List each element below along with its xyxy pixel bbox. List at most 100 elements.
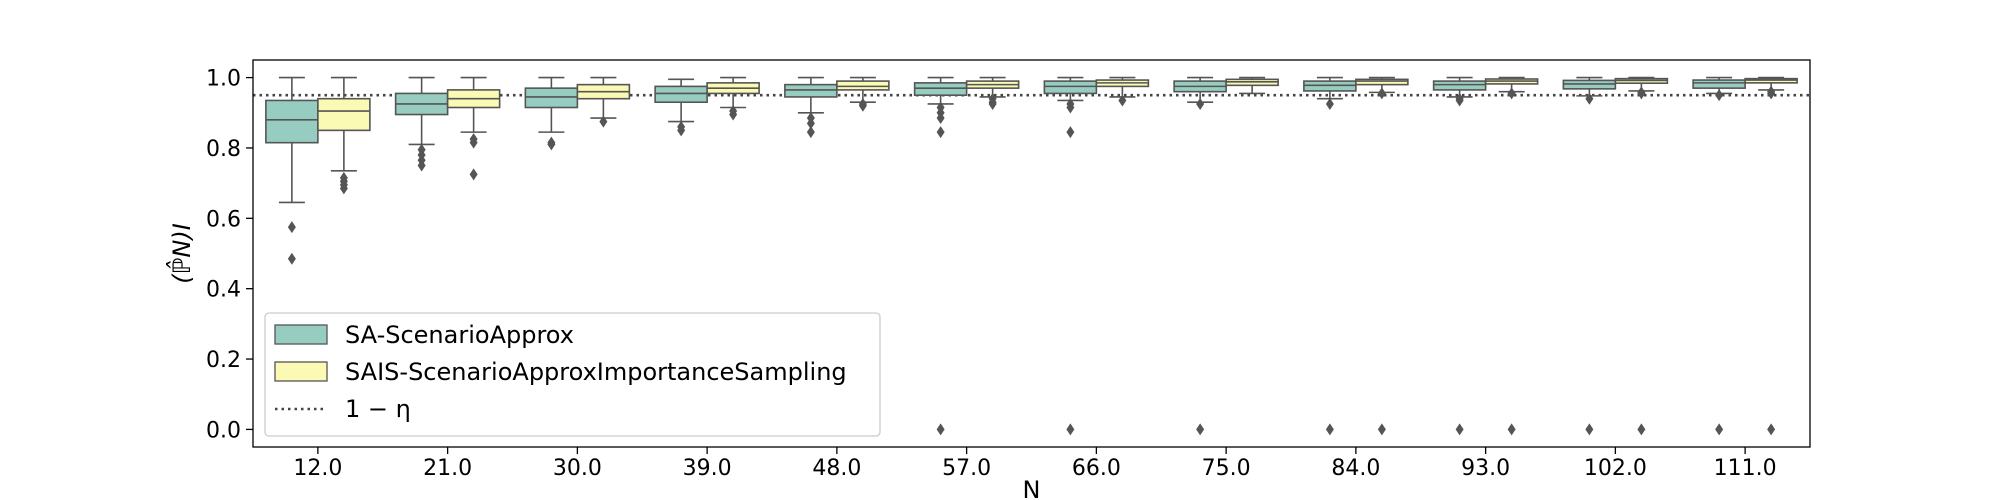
x-tick-label: 102.0 xyxy=(1584,456,1647,481)
x-tick-label: 93.0 xyxy=(1461,456,1510,481)
box-39.0 xyxy=(706,76,760,121)
box-21.0 xyxy=(446,76,501,181)
flier-point xyxy=(1377,423,1386,436)
flier-point xyxy=(1455,423,1464,436)
box-39.0 xyxy=(654,78,708,137)
flier-point xyxy=(339,182,348,195)
legend-box xyxy=(264,312,881,437)
x-tick-label: 111.0 xyxy=(1714,456,1777,481)
flier-point xyxy=(936,112,945,125)
box-111.0 xyxy=(1692,76,1746,436)
y-tick-label: 0.2 xyxy=(206,348,241,373)
box-111.0 xyxy=(1744,76,1798,436)
box-body xyxy=(1355,78,1409,86)
legend-item-sais: SAIS-ScenarioApproxImportanceSampling xyxy=(274,358,847,386)
flier-point xyxy=(599,115,608,128)
legend-item-reference: 1 − η xyxy=(275,395,411,423)
series-sais xyxy=(317,76,1798,436)
flier-point xyxy=(1767,423,1776,436)
x-tick-label: 12.0 xyxy=(293,456,342,481)
box-57.0 xyxy=(965,76,1020,110)
flier-point xyxy=(936,423,945,436)
box-102.0 xyxy=(1562,76,1617,436)
flier-point xyxy=(469,136,478,149)
box-12.0 xyxy=(265,76,319,265)
legend-swatch xyxy=(274,324,328,345)
box-102.0 xyxy=(1614,76,1669,436)
flier-point xyxy=(469,168,478,181)
box-21.0 xyxy=(394,76,449,172)
x-tick-label: 48.0 xyxy=(812,456,861,481)
flier-point xyxy=(729,108,738,121)
box-body xyxy=(913,82,968,96)
box-body xyxy=(265,99,319,144)
flier-point xyxy=(287,252,296,265)
flier-point xyxy=(988,97,997,110)
box-body xyxy=(784,83,838,98)
flier-point xyxy=(1377,87,1386,100)
box-body xyxy=(654,85,708,104)
box-93.0 xyxy=(1432,76,1487,436)
flier-point xyxy=(417,159,426,172)
plot-layer xyxy=(253,76,1810,436)
box-body xyxy=(524,87,579,109)
box-66.0 xyxy=(1043,76,1098,436)
flier-point xyxy=(1066,126,1075,139)
flier-point xyxy=(1196,423,1205,436)
flier-point xyxy=(1118,94,1127,107)
box-75.0 xyxy=(1173,76,1227,436)
box-30.0 xyxy=(576,76,631,128)
box-body xyxy=(1692,79,1746,89)
y-axis-label: (ℙ̂N)I xyxy=(166,223,196,284)
x-axis-label: N xyxy=(1023,476,1041,500)
box-84.0 xyxy=(1303,76,1357,436)
flier-point xyxy=(1767,87,1776,100)
box-93.0 xyxy=(1484,76,1539,436)
y-tick-label: 0.8 xyxy=(206,137,241,162)
flier-point xyxy=(547,138,556,151)
y-tick-label: 1.0 xyxy=(206,67,241,92)
flier-point xyxy=(1507,423,1516,436)
flier-point xyxy=(936,126,945,139)
x-axis: 12.0 21.0 30.0 39.0 48.0 57.0 66.0 75.0 84.0 93.0… xyxy=(293,447,1777,481)
legend-swatch xyxy=(274,361,328,382)
flier-point xyxy=(1585,423,1594,436)
y-tick-label: 0.0 xyxy=(206,418,241,443)
flier-point xyxy=(1196,97,1205,110)
box-66.0 xyxy=(1095,76,1150,107)
y-axis: 0.0 0.2 0.4 0.6 0.8 1.0 xyxy=(206,67,253,443)
x-tick-label: 66.0 xyxy=(1072,456,1121,481)
flier-point xyxy=(1507,87,1516,100)
box-body xyxy=(317,97,371,132)
box-48.0 xyxy=(784,76,838,139)
flier-point xyxy=(858,99,867,112)
x-tick-label: 39.0 xyxy=(683,456,732,481)
flier-point xyxy=(1715,423,1724,436)
flier-point xyxy=(1325,423,1334,436)
flier-point xyxy=(1715,89,1724,102)
x-tick-label: 84.0 xyxy=(1331,456,1380,481)
box-12.0 xyxy=(317,76,371,195)
x-tick-label: 57.0 xyxy=(942,456,991,481)
legend-label: 1 − η xyxy=(345,395,411,423)
legend-label: SA-ScenarioApprox xyxy=(345,321,574,349)
series-sa xyxy=(265,76,1746,436)
flier-point xyxy=(1455,94,1464,107)
y-tick-label: 0.6 xyxy=(206,207,241,232)
legend-label: SAIS-ScenarioApproxImportanceSampling xyxy=(345,358,847,386)
flier-point xyxy=(806,126,815,139)
flier-point xyxy=(1325,97,1334,110)
box-84.0 xyxy=(1355,76,1409,436)
x-tick-label: 30.0 xyxy=(553,456,602,481)
legend-item-sa: SA-ScenarioApprox xyxy=(274,321,574,349)
flier-point xyxy=(1637,87,1646,100)
box-30.0 xyxy=(524,76,579,151)
plot-frame xyxy=(252,59,1811,448)
box-body xyxy=(1432,80,1487,91)
box-body xyxy=(836,80,890,91)
flier-point xyxy=(677,124,686,137)
box-body xyxy=(1043,80,1098,95)
x-tick-label: 75.0 xyxy=(1202,456,1251,481)
box-75.0 xyxy=(1225,76,1279,95)
